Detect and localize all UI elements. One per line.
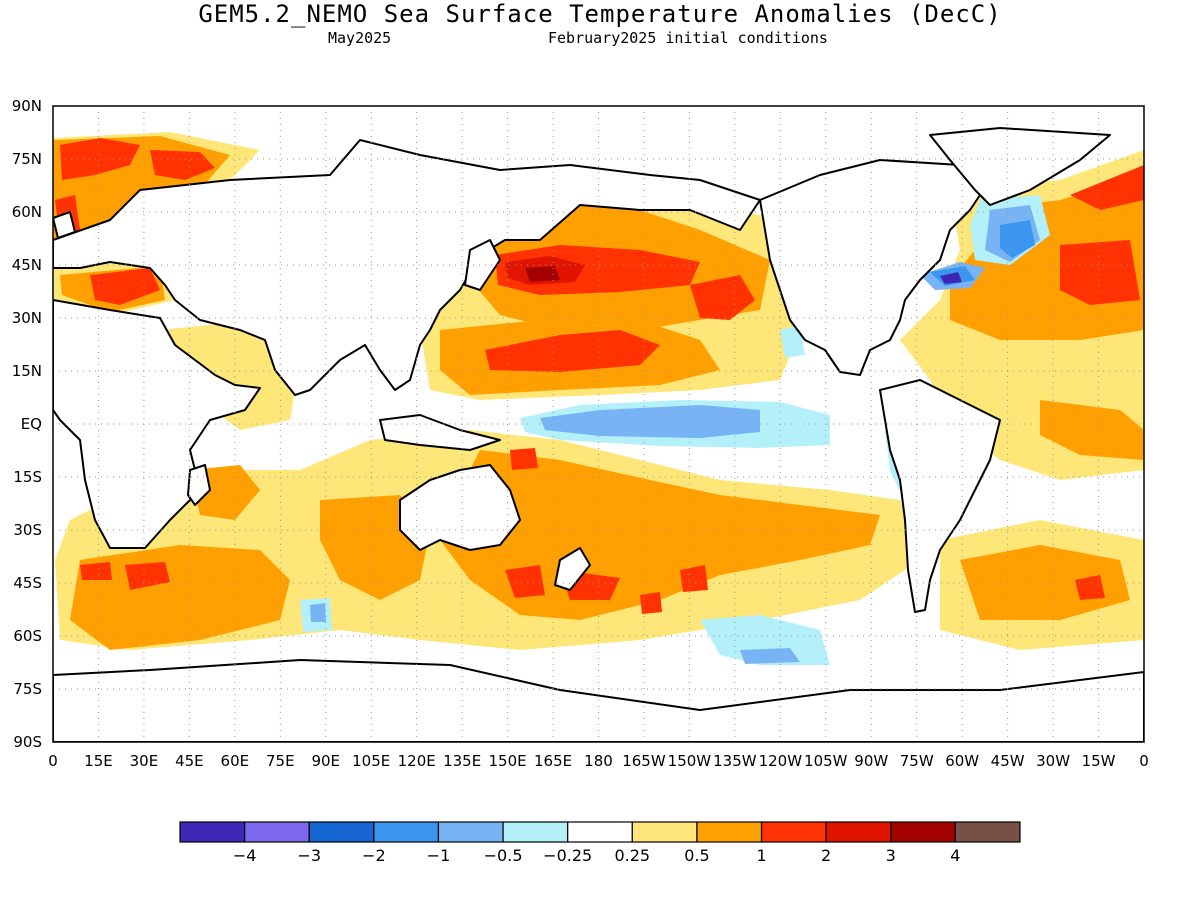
map-border	[52, 105, 1145, 743]
lon-tick-label: 120W	[759, 752, 803, 770]
initial-conditions: February2025 initial conditions	[548, 29, 828, 47]
lon-tick-label: 150E	[489, 752, 527, 770]
map-title: GEM5.2_NEMO Sea Surface Temperature Anom…	[198, 0, 1002, 28]
lon-tick-label: 105E	[352, 752, 390, 770]
colorbar-swatch	[308, 821, 375, 843]
lon-tick-label: 60W	[945, 752, 979, 770]
lat-tick-label: 60S	[13, 627, 42, 645]
continent-antarctica	[53, 659, 1144, 742]
lon-tick-label: 135W	[713, 752, 757, 770]
colorbar-swatch	[179, 821, 246, 843]
latitude-axis: 90N 75N 60N 45N 30N 15N EQ 15S 30S 45S 60S 75S 90S	[12, 97, 42, 751]
anomaly-extreme-cool	[940, 272, 962, 284]
island-japan	[464, 239, 501, 291]
colorbar-swatch	[502, 821, 569, 843]
colorbar-swatch	[696, 821, 763, 843]
anomaly-extreme-warm	[525, 266, 560, 282]
colorbar-tick-label: 4	[950, 846, 960, 865]
island-uk	[53, 211, 76, 239]
lon-tick-label: 90W	[854, 752, 888, 770]
colorbar-tick-label: 1	[756, 846, 766, 865]
colorbar-tick-label: 2	[821, 846, 831, 865]
continents	[53, 127, 1144, 742]
lon-tick-label: 135E	[443, 752, 481, 770]
lon-tick-label: 0	[1139, 752, 1149, 770]
colorbar-tick-label: −2	[362, 846, 386, 865]
island-madagascar	[187, 464, 211, 506]
lon-tick-label: 165W	[622, 752, 666, 770]
lon-tick-label: 45W	[991, 752, 1025, 770]
lon-tick-label: 180	[584, 752, 613, 770]
colorbar	[179, 821, 1021, 843]
lat-tick-label: 90N	[12, 97, 42, 115]
lon-tick-label: 30W	[1036, 752, 1070, 770]
longitude-axis: 0 15E 30E 45E 60E 75E 90E 105E 120E 135E 150E 165E 1…	[48, 752, 1149, 770]
continent-greenland	[929, 127, 1111, 206]
lon-tick-label: 15W	[1082, 752, 1116, 770]
anomaly-fields	[53, 132, 1144, 665]
colorbar-tick-label: −4	[233, 846, 257, 865]
colorbar-tick-label: −0.5	[484, 846, 523, 865]
colorbar-swatch	[631, 821, 698, 843]
colorbar-swatch	[760, 821, 827, 843]
lat-tick-label: 30N	[12, 309, 42, 327]
colorbar-swatch	[567, 821, 633, 843]
colorbar-swatch	[437, 821, 504, 843]
colorbar-tick-label: 0.25	[614, 846, 650, 865]
lat-tick-label: 75S	[13, 680, 42, 698]
colorbar-tick-label: 0.5	[684, 846, 709, 865]
colorbar-swatch	[890, 821, 956, 843]
lon-tick-label: 75W	[900, 752, 934, 770]
lat-tick-label: EQ	[21, 415, 42, 433]
lat-tick-label: 45S	[13, 574, 42, 592]
continent-south-america	[879, 379, 1001, 613]
forecast-month: May2025	[328, 29, 392, 47]
colorbar-tick-label: −0.25	[543, 846, 592, 865]
colorbar-tick-label: 3	[886, 846, 896, 865]
island-new-zealand	[554, 547, 591, 591]
island-indonesia	[379, 414, 501, 451]
colorbar-labels: −4 −3 −2 −1 −0.5 −0.25 0.25 0.5 1 2 3 4	[233, 846, 961, 865]
lon-tick-label: 75E	[266, 752, 295, 770]
lon-tick-label: 15E	[84, 752, 113, 770]
lon-tick-label: 45E	[175, 752, 204, 770]
lon-tick-label: 150W	[668, 752, 712, 770]
colorbar-swatch	[825, 821, 892, 843]
lon-tick-label: 105W	[804, 752, 848, 770]
lon-tick-label: 90E	[311, 752, 340, 770]
lon-tick-label: 0	[48, 752, 58, 770]
colorbar-tick-label: −3	[297, 846, 321, 865]
continent-australia	[399, 464, 521, 551]
lon-tick-label: 30E	[130, 752, 159, 770]
lat-tick-label: 90S	[13, 733, 42, 751]
lat-tick-label: 30S	[13, 521, 42, 539]
colorbar-swatch	[954, 821, 1021, 843]
lat-tick-label: 15S	[13, 468, 42, 486]
colorbar-tick-label: −1	[427, 846, 451, 865]
lon-tick-label: 60E	[221, 752, 250, 770]
lat-tick-label: 60N	[12, 203, 42, 221]
graticule	[53, 106, 1144, 742]
lon-tick-label: 165E	[534, 752, 572, 770]
colorbar-swatch	[373, 821, 440, 843]
lat-tick-label: 45N	[12, 256, 42, 274]
lon-tick-label: 120E	[398, 752, 436, 770]
colorbar-swatch	[244, 821, 310, 843]
lat-tick-label: 75N	[12, 150, 42, 168]
lat-tick-label: 15N	[12, 362, 42, 380]
continent-eurasia	[53, 139, 761, 396]
